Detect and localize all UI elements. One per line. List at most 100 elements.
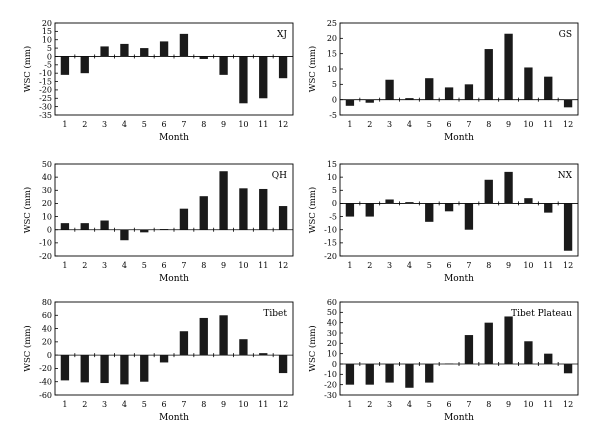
x-tick-label: 12	[278, 261, 288, 270]
x-tick-label: 8	[201, 261, 206, 270]
y-axis-label: WSC (mm)	[22, 325, 33, 372]
x-tick-label: 5	[142, 400, 147, 409]
x-tick-label: 10	[238, 261, 248, 270]
bar-month-7	[464, 84, 474, 100]
y-tick-label: 0	[332, 360, 337, 369]
x-tick-label: 1	[347, 120, 352, 129]
x-tick-label: 10	[523, 120, 533, 129]
y-tick-label: 5	[332, 80, 337, 89]
y-tick-label: -5	[329, 111, 337, 120]
x-tick-label: 12	[278, 120, 288, 129]
bar-month-8	[484, 179, 493, 204]
chart-title: NX	[558, 171, 573, 181]
y-tick-label: 20	[327, 339, 337, 348]
x-tick-label: 5	[427, 261, 432, 270]
y-tick-label: -10	[39, 69, 52, 78]
y-tick-label: 15	[42, 27, 52, 36]
y-tick-label: 15	[327, 160, 337, 169]
x-tick-label: 10	[523, 400, 533, 409]
bar-month-10	[524, 67, 533, 100]
x-tick-label: 8	[486, 261, 491, 270]
bar-month-5	[425, 364, 434, 383]
y-tick-label: 40	[42, 324, 52, 333]
bar-month-9	[219, 171, 228, 230]
bar-month-11	[544, 203, 553, 213]
plot-frame	[339, 163, 579, 257]
bar-month-6	[159, 355, 169, 363]
bar-month-7	[179, 331, 189, 356]
plot-frame	[54, 301, 294, 396]
y-tick-label: 5	[47, 44, 52, 53]
bar-month-2	[80, 56, 89, 74]
x-tick-label: 12	[563, 261, 573, 270]
x-tick-label: 1	[62, 400, 67, 409]
x-tick-label: 4	[407, 400, 412, 409]
bar-month-4	[405, 98, 414, 100]
bar-month-6	[444, 363, 454, 365]
bar-month-4	[120, 43, 129, 57]
y-tick-label: -5	[329, 212, 337, 221]
x-tick-label: 1	[62, 120, 67, 129]
x-tick-label: 6	[447, 261, 452, 270]
y-tick-label: -20	[324, 380, 337, 389]
y-tick-label: 25	[327, 19, 337, 28]
bar-month-5	[140, 229, 149, 233]
bar-month-7	[464, 203, 474, 230]
x-tick-label: 4	[407, 261, 412, 270]
bar-month-11	[259, 353, 268, 356]
x-tick-label: 9	[221, 120, 226, 129]
bar-month-3	[100, 220, 109, 230]
y-tick-label: -30	[324, 391, 337, 400]
plot-frame	[54, 163, 294, 257]
chart-title: Tibet Plateau	[511, 309, 572, 319]
y-tick-label: 0	[332, 199, 337, 208]
y-tick-label: -20	[39, 252, 52, 261]
bar-month-11	[259, 188, 268, 230]
x-tick-label: 10	[523, 261, 533, 270]
y-axis-label: WSC (mm)	[22, 187, 33, 234]
x-tick-label: 3	[387, 120, 392, 129]
bar-month-9	[219, 315, 228, 356]
x-tick-label: 2	[367, 261, 372, 270]
y-tick-label: 60	[42, 311, 52, 320]
x-tick-label: 6	[162, 261, 167, 270]
x-tick-label: 10	[238, 120, 248, 129]
x-tick-label: 4	[407, 120, 412, 129]
y-tick-label: -60	[39, 391, 52, 400]
bar-month-12	[563, 99, 573, 108]
bar-month-7	[179, 208, 189, 230]
x-tick-label: 7	[181, 120, 186, 129]
y-tick-label: 80	[42, 298, 52, 307]
y-tick-label: 20	[42, 199, 52, 208]
y-tick-label: 40	[327, 318, 337, 327]
y-tick-label: 0	[47, 52, 52, 61]
x-tick-label: 9	[221, 400, 226, 409]
y-tick-label: -15	[324, 239, 337, 248]
bar-month-3	[100, 46, 109, 57]
x-tick-label: 9	[506, 120, 511, 129]
bar-month-7	[464, 335, 474, 364]
x-tick-label: 6	[162, 120, 167, 129]
x-tick-label: 3	[387, 261, 392, 270]
bar-month-6	[444, 203, 454, 212]
bar-month-12	[278, 206, 288, 230]
bar-month-1	[60, 223, 70, 230]
x-tick-label: 2	[82, 261, 87, 270]
x-tick-label: 7	[466, 120, 471, 129]
y-tick-label: -10	[324, 370, 337, 379]
bar-month-5	[140, 355, 149, 382]
x-tick-label: 11	[258, 261, 268, 270]
bar-month-12	[563, 364, 573, 374]
x-tick-label: 12	[563, 120, 573, 129]
bar-month-3	[385, 79, 394, 100]
chart-title: XJ	[277, 30, 287, 40]
bar-month-11	[259, 56, 268, 99]
chart-title: QH	[272, 171, 287, 181]
bar-month-2	[80, 223, 89, 230]
x-tick-label: 3	[102, 261, 107, 270]
x-tick-label: 4	[122, 261, 127, 270]
y-tick-label: -5	[44, 61, 52, 70]
